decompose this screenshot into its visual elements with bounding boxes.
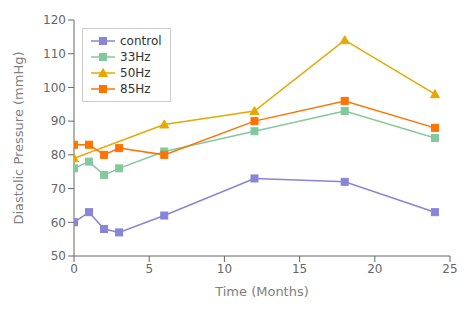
svg-text:10: 10 [217,262,232,276]
svg-text:70: 70 [51,182,66,196]
svg-text:15: 15 [292,262,307,276]
html-text:33Hz: 33Hz [120,50,151,64]
svg-text:90: 90 [51,114,66,128]
svg-text:5: 5 [145,262,153,276]
svg-text:Time (Months): Time (Months) [214,284,309,299]
svg-text:60: 60 [51,216,66,230]
svg-text:100: 100 [43,81,66,95]
svg-text:Diastolic Pressure (mmHg): Diastolic Pressure (mmHg) [11,51,26,224]
html-text:50Hz: 50Hz [120,66,151,80]
html-text:85Hz: 85Hz [120,82,151,96]
svg-text:25: 25 [442,262,457,276]
svg-text:110: 110 [43,47,66,61]
svg-text:20: 20 [367,262,382,276]
svg-text:0: 0 [70,262,78,276]
svg-text:50: 50 [51,249,66,263]
svg-text:120: 120 [43,13,66,27]
html-text:control: control [120,34,162,48]
svg-text:80: 80 [51,148,66,162]
